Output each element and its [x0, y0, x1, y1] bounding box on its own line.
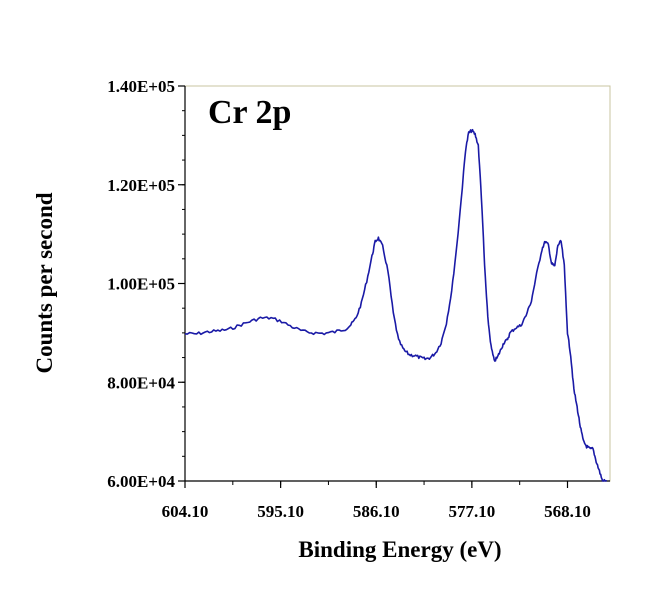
- x-tick-label: 595.10: [257, 502, 304, 521]
- x-tick-label: 604.10: [162, 502, 209, 521]
- x-axis: 604.10 595.10 586.10 577.10 568.10: [162, 480, 610, 521]
- plot-frame: [184, 85, 611, 482]
- y-tick-label: 6.00E+04: [107, 472, 175, 491]
- y-tick-label: 1.40E+05: [107, 77, 175, 96]
- y-tick-label: 1.20E+05: [107, 176, 175, 195]
- y-axis: 6.00E+04 8.00E+04 1.00E+05 1.20E+05 1.40E+05: [107, 77, 186, 491]
- x-tick-label: 586.10: [353, 502, 400, 521]
- panel-label: Cr 2p: [208, 94, 291, 131]
- series-line-0: [184, 128, 608, 482]
- y-axis-title: Counts per second: [32, 192, 57, 373]
- series-layer: [184, 128, 608, 482]
- y-tick-label: 8.00E+04: [107, 373, 175, 392]
- x-tick-label: 577.10: [449, 502, 496, 521]
- y-tick-label: 1.00E+05: [107, 275, 175, 294]
- x-tick-label: 568.10: [544, 502, 591, 521]
- x-axis-title: Binding Energy (eV): [298, 537, 501, 562]
